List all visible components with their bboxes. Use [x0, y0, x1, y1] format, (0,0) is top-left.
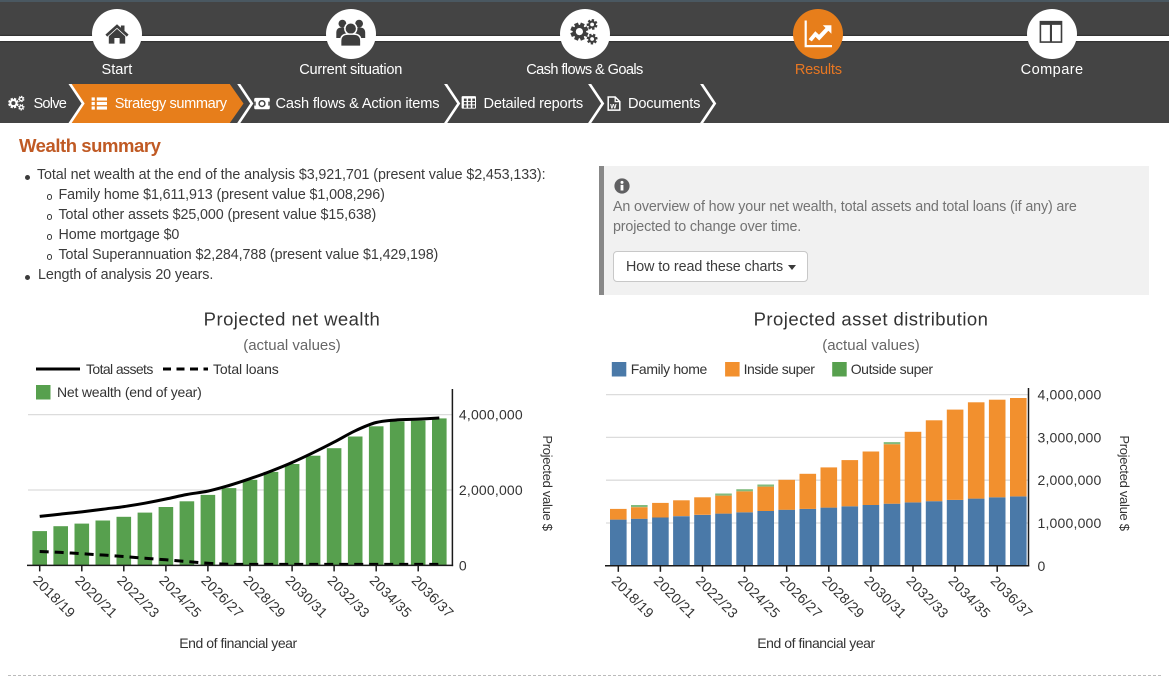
svg-text:End of financial year: End of financial year	[179, 635, 297, 651]
svg-text:2036/37: 2036/37	[988, 573, 1037, 622]
svg-text:Projected value $: Projected value $	[540, 435, 555, 531]
svg-text:2030/31: 2030/31	[861, 573, 910, 622]
svg-text:2020/21: 2020/21	[72, 572, 121, 621]
svg-text:(actual values): (actual values)	[243, 337, 341, 354]
svg-text:2026/27: 2026/27	[777, 573, 826, 622]
svg-text:2018/19: 2018/19	[30, 572, 79, 621]
svg-text:2032/33: 2032/33	[903, 573, 952, 622]
svg-text:Projected net wealth: Projected net wealth	[204, 309, 381, 330]
svg-text:2034/35: 2034/35	[367, 572, 416, 621]
svg-text:2,000,000: 2,000,000	[459, 482, 523, 498]
svg-text:2036/37: 2036/37	[409, 572, 458, 621]
svg-text:1,000,000: 1,000,000	[1038, 515, 1102, 531]
svg-text:3,000,000: 3,000,000	[1038, 429, 1102, 445]
svg-text:Strategy summary: Strategy summary	[115, 96, 228, 112]
svg-text:Family home: Family home	[631, 361, 708, 377]
svg-text:2028/29: 2028/29	[819, 573, 868, 622]
svg-text:(actual values): (actual values)	[822, 337, 920, 354]
svg-text:2024/25: 2024/25	[735, 573, 784, 622]
svg-text:0: 0	[1038, 558, 1046, 574]
svg-text:Projected value $: Projected value $	[1117, 435, 1132, 531]
svg-text:2024/25: 2024/25	[156, 572, 205, 621]
svg-text:Inside super: Inside super	[744, 361, 816, 377]
svg-text:4,000,000: 4,000,000	[459, 407, 523, 423]
svg-text:End of financial year: End of financial year	[757, 635, 875, 651]
svg-text:2018/19: 2018/19	[609, 573, 658, 622]
svg-text:Solve: Solve	[34, 96, 67, 112]
svg-text:Documents: Documents	[628, 96, 700, 112]
svg-text:2,000,000: 2,000,000	[1038, 472, 1102, 488]
svg-text:Net wealth (end of year): Net wealth (end of year)	[57, 384, 202, 400]
svg-text:Total loans: Total loans	[213, 361, 279, 377]
svg-text:Total assets: Total assets	[86, 361, 153, 377]
svg-text:w: w	[609, 101, 617, 110]
svg-text:2034/35: 2034/35	[945, 573, 994, 622]
svg-text:2032/33: 2032/33	[324, 572, 373, 621]
svg-text:4,000,000: 4,000,000	[1038, 387, 1102, 403]
svg-text:Outside super: Outside super	[851, 361, 934, 377]
svg-text:2022/23: 2022/23	[693, 573, 742, 622]
svg-text:0: 0	[459, 557, 467, 573]
svg-text:Detailed reports: Detailed reports	[484, 96, 584, 112]
svg-text:Projected asset distribution: Projected asset distribution	[754, 309, 989, 330]
svg-text:2030/31: 2030/31	[282, 572, 331, 621]
svg-text:2028/29: 2028/29	[240, 572, 289, 621]
svg-text:2026/27: 2026/27	[198, 572, 247, 621]
svg-text:2022/23: 2022/23	[114, 572, 163, 621]
svg-text:Cash flows & Action items: Cash flows & Action items	[276, 96, 440, 112]
svg-text:2020/21: 2020/21	[651, 573, 700, 622]
